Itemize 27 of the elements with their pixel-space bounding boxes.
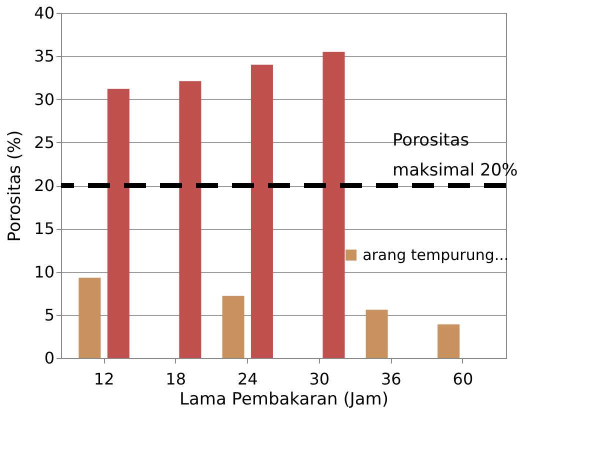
- y-tick-label: 25: [34, 132, 54, 152]
- y-tick-label: 0: [44, 348, 54, 368]
- legend-label: arang tempurung...: [362, 246, 509, 264]
- bar: [107, 88, 130, 358]
- x-tick-label: 18: [166, 370, 186, 388]
- bar: [322, 52, 345, 358]
- x-axis-title: Lama Pembakaran (Jam): [180, 390, 388, 410]
- bar: [78, 278, 101, 358]
- bar: [366, 310, 388, 358]
- x-tick-label: 24: [237, 370, 258, 388]
- x-tick-label: 36: [380, 370, 402, 388]
- x-tick-label: 12: [94, 370, 114, 388]
- bar: [438, 324, 460, 358]
- y-axis-title: Porositas (%): [5, 130, 26, 242]
- bar: [179, 81, 202, 358]
- y-tick-label: 20: [34, 176, 54, 195]
- y-tick-label: 40: [34, 4, 54, 22]
- y-tick-label: 5: [44, 305, 54, 324]
- y-tick-label: 10: [34, 262, 54, 282]
- y-tick-label: 30: [34, 90, 54, 109]
- x-tick-label: 60: [452, 370, 474, 388]
- ref-line-label: Porositas maksimal 20%: [392, 130, 518, 180]
- y-tick-label: 15: [34, 219, 54, 238]
- bar: [250, 64, 273, 358]
- bar: [222, 296, 244, 358]
- x-tick-label: 30: [309, 370, 330, 388]
- y-tick-label: 35: [34, 46, 54, 66]
